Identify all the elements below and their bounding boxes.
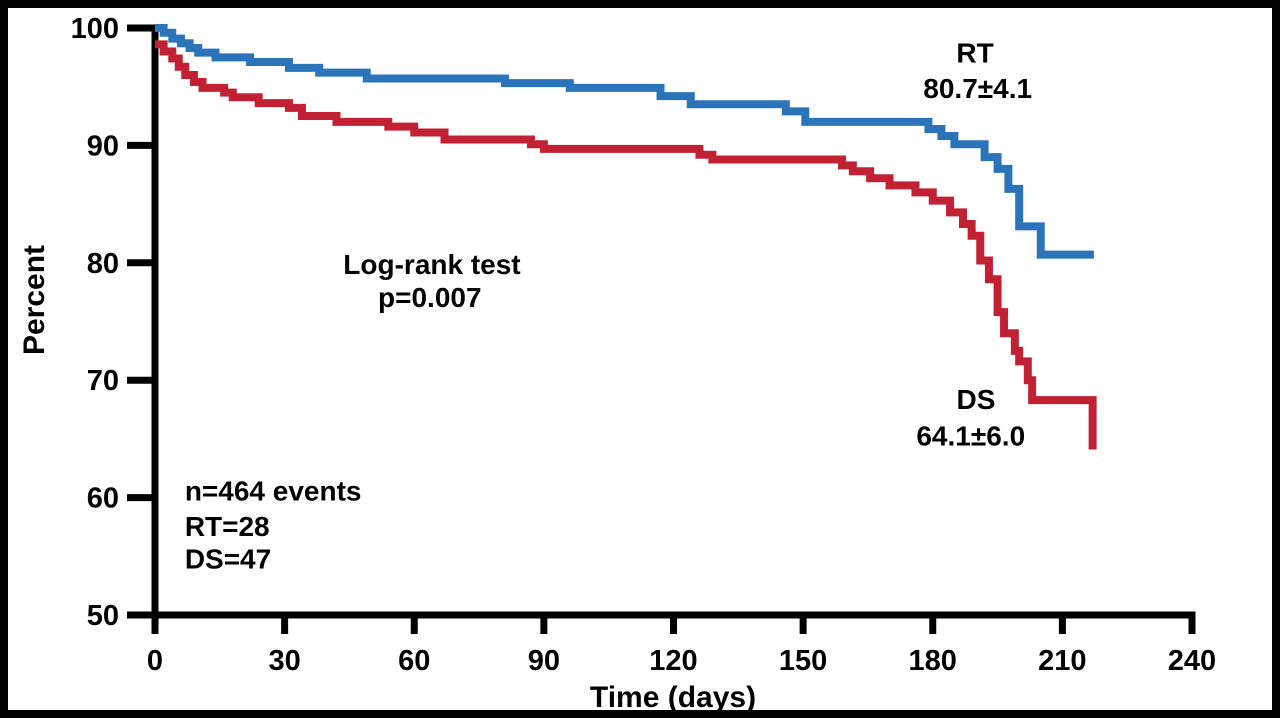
y-tick-label: 90: [87, 130, 119, 162]
annotation-rt-count: RT=28: [185, 511, 270, 542]
x-tick-label: 150: [779, 645, 827, 677]
rt-curve: [155, 24, 1094, 259]
x-tick-label: 30: [268, 645, 300, 677]
annotation-ds-count: DS=47: [185, 544, 271, 575]
x-axis-title: Time (days): [590, 681, 756, 714]
x-tick-label: 210: [1038, 645, 1086, 677]
y-tick-label: 60: [87, 483, 119, 515]
y-axis-title: Percent: [18, 245, 51, 355]
y-tick-label: 80: [87, 248, 119, 280]
x-tick-label: 60: [398, 645, 430, 677]
annotation-rt-value: 80.7±4.1: [923, 73, 1032, 104]
x-tick-label: 180: [909, 645, 957, 677]
y-tick-label: 50: [87, 600, 119, 632]
x-tick-label: 240: [1168, 645, 1216, 677]
x-tick-label: 120: [649, 645, 697, 677]
annotation-logrank-title: Log-rank test: [343, 249, 520, 280]
annotation-ds-value: 64.1±6.0: [916, 420, 1025, 451]
x-tick-label: 90: [528, 645, 560, 677]
ds-curve: [155, 40, 1097, 450]
y-tick-label: 70: [87, 365, 119, 397]
y-tick-label: 100: [71, 13, 119, 45]
annotation-ds-label: DS: [957, 384, 996, 415]
annotation-n-events: n=464 events: [185, 476, 362, 507]
annotation-rt-label: RT: [956, 38, 993, 69]
x-tick-label: 0: [147, 645, 163, 677]
annotation-logrank-p: p=0.007: [378, 282, 482, 313]
